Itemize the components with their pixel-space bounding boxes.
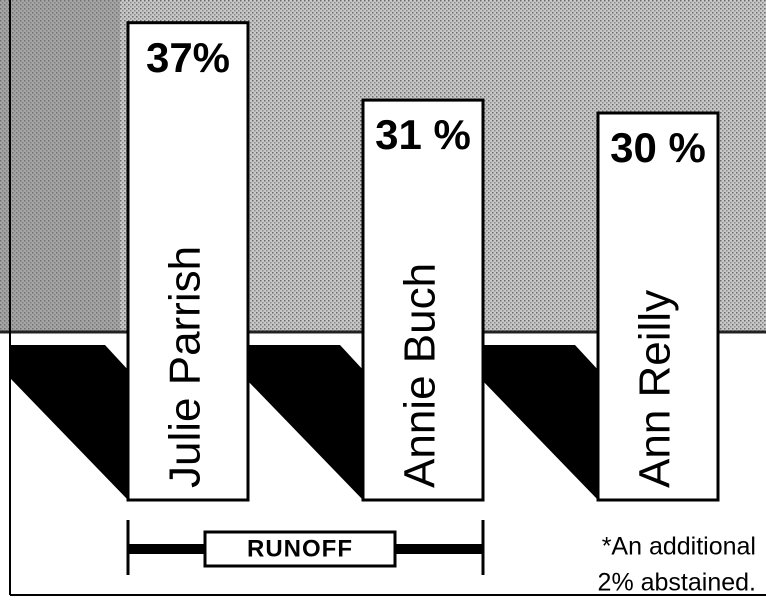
value-label: 37% [146, 34, 230, 81]
value-label: 31 % [375, 111, 471, 158]
value-label: 30 % [610, 124, 706, 171]
page: {"chart_data": {"type": "bar", "categori… [0, 0, 766, 603]
chart: RUNOFF *An additional 2% abstained. 37% J… [0, 0, 766, 603]
bar-shadow [480, 345, 600, 500]
category-label: Julie Parrish [161, 246, 210, 488]
bar-shadow [10, 345, 130, 500]
category-label: Annie Buch [396, 263, 445, 488]
note: 2% abstained. [598, 569, 756, 597]
category-label: Ann Reilly [631, 290, 680, 488]
runoff-label: RUNOFF [247, 535, 353, 562]
note: *An additional [602, 533, 756, 561]
bar-shadow [245, 345, 365, 500]
background-shade [0, 0, 120, 332]
